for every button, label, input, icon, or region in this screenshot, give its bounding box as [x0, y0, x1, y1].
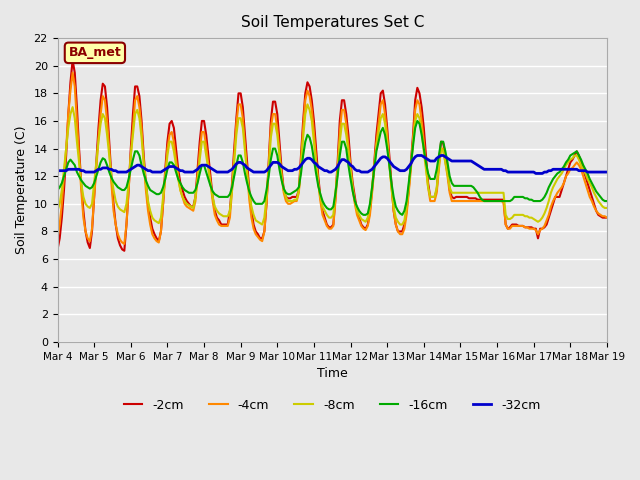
-16cm [360, 212, 367, 218]
-8cm [259, 222, 266, 228]
-2cm [330, 222, 337, 228]
-32cm [226, 168, 234, 174]
Line: -16cm: -16cm [58, 121, 607, 215]
-4cm [54, 236, 61, 241]
-8cm [303, 101, 311, 107]
-2cm [297, 153, 305, 158]
-2cm [603, 215, 611, 220]
-2cm [230, 146, 238, 152]
-32cm [54, 168, 61, 174]
-32cm [603, 169, 611, 175]
-32cm [256, 169, 264, 175]
Text: BA_met: BA_met [68, 47, 121, 60]
-2cm [260, 228, 268, 234]
Legend: -2cm, -4cm, -8cm, -16cm, -32cm: -2cm, -4cm, -8cm, -16cm, -32cm [118, 394, 546, 417]
-2cm [120, 248, 128, 253]
Line: -2cm: -2cm [58, 60, 607, 251]
-32cm [502, 168, 509, 174]
Y-axis label: Soil Temperature (C): Soil Temperature (C) [15, 126, 28, 254]
-8cm [295, 187, 303, 193]
-8cm [265, 167, 273, 172]
-16cm [226, 191, 234, 197]
-8cm [504, 216, 511, 222]
-32cm [262, 168, 270, 174]
X-axis label: Time: Time [317, 367, 348, 380]
Line: -32cm: -32cm [58, 156, 607, 173]
-4cm [68, 70, 76, 75]
-32cm [413, 153, 421, 158]
-16cm [413, 118, 421, 124]
-4cm [120, 241, 128, 247]
-16cm [262, 187, 270, 193]
-32cm [325, 169, 333, 175]
-16cm [54, 187, 61, 193]
-16cm [504, 198, 511, 204]
-2cm [267, 118, 275, 124]
-2cm [54, 247, 61, 252]
Line: -4cm: -4cm [58, 72, 607, 244]
-4cm [267, 125, 275, 131]
-32cm [293, 167, 301, 172]
-16cm [603, 198, 611, 204]
-32cm [532, 170, 540, 176]
-4cm [603, 215, 611, 220]
-8cm [226, 208, 234, 214]
Line: -8cm: -8cm [58, 104, 607, 225]
-4cm [230, 153, 238, 158]
-8cm [603, 205, 611, 211]
-16cm [256, 201, 264, 207]
-2cm [68, 57, 76, 63]
-4cm [297, 159, 305, 165]
-4cm [504, 226, 511, 231]
Title: Soil Temperatures Set C: Soil Temperatures Set C [241, 15, 424, 30]
-4cm [330, 223, 337, 229]
-4cm [260, 228, 268, 234]
-16cm [325, 206, 333, 212]
-8cm [54, 208, 61, 214]
-16cm [293, 187, 301, 193]
-8cm [330, 212, 337, 218]
-8cm [256, 220, 264, 226]
-2cm [504, 226, 511, 231]
